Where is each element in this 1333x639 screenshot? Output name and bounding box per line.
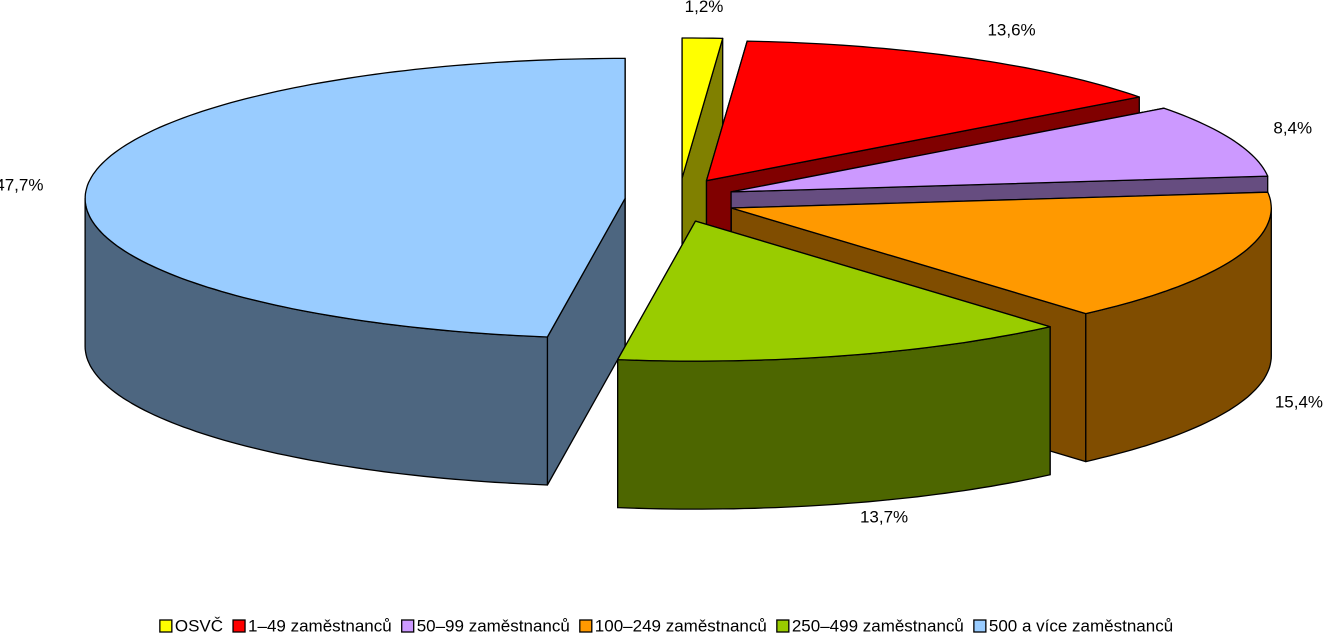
legend-swatch <box>159 619 173 633</box>
data-label: 15,4% <box>1275 393 1323 412</box>
data-label: 1,2% <box>685 0 724 16</box>
data-label: 47,7% <box>0 176 43 195</box>
legend-label: OSVČ <box>175 616 223 635</box>
data-label: 13,7% <box>860 508 908 527</box>
legend-label: 50–99 zaměstnanců <box>417 616 570 635</box>
legend-label: 250–499 zaměstnanců <box>792 616 964 635</box>
legend-swatch <box>232 619 246 633</box>
legend-label: 500 a více zaměstnanců <box>989 616 1173 635</box>
data-label: 13,6% <box>987 21 1035 40</box>
slice <box>705 40 1140 182</box>
legend-label: 1–49 zaměstnanců <box>248 616 392 635</box>
legend-swatch <box>401 619 415 633</box>
slice <box>730 191 1272 315</box>
legend: OSVČ 1–49 zaměstnanců 50–99 zaměstnanců 100… <box>159 616 1173 635</box>
legend-swatch <box>973 619 987 633</box>
slice <box>617 220 1051 362</box>
slice <box>681 37 724 179</box>
legend-label: 100–249 zaměstnanců <box>595 616 767 635</box>
slice <box>730 107 1269 193</box>
legend-swatch <box>776 619 790 633</box>
legend-swatch <box>579 619 593 633</box>
slice <box>84 57 626 338</box>
data-label: 8,4% <box>1273 119 1312 138</box>
